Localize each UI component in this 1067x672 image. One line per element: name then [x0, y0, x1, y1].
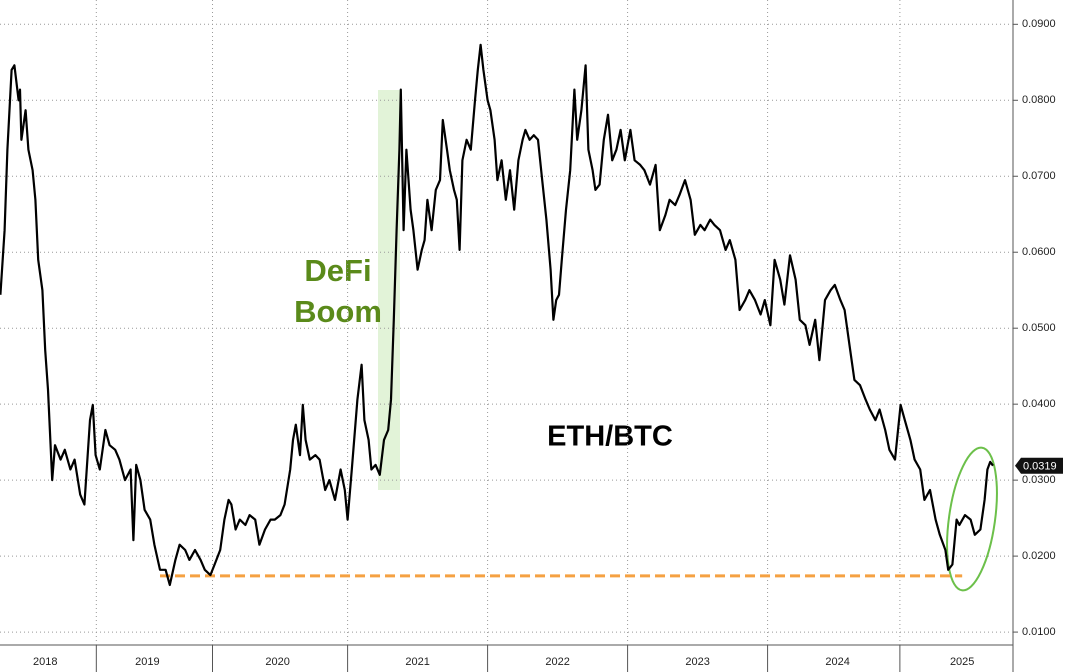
y-tick-label: 0.0900 [1022, 18, 1056, 30]
annotation: Boom [294, 294, 382, 329]
annotation: DeFi [304, 253, 371, 288]
y-tick-label: 0.0200 [1022, 550, 1056, 562]
x-tick-label: 2022 [545, 656, 569, 668]
x-tick-label: 2020 [265, 656, 289, 668]
x-tick-label: 2019 [135, 656, 159, 668]
x-tick-label: 2018 [33, 656, 57, 668]
series-label: ETH/BTC [547, 421, 673, 453]
y-tick-label: 0.0400 [1022, 398, 1056, 410]
x-tick-label: 2025 [950, 656, 974, 668]
highlight-ellipse [946, 446, 998, 592]
last-value-box [1015, 457, 1063, 474]
x-tick-label: 2021 [405, 656, 429, 668]
y-tick-label: 0.0800 [1022, 94, 1056, 106]
defi-highlight [378, 90, 400, 490]
x-tick-label: 2023 [685, 656, 709, 668]
y-tick-label: 0.0700 [1022, 170, 1056, 182]
y-tick-label: 0.0600 [1022, 246, 1056, 258]
series-line [0, 43, 994, 587]
y-tick-label: 0.0300 [1022, 474, 1056, 486]
last-value-label: 0.0319 [1023, 461, 1057, 473]
y-tick-label: 0.0100 [1022, 626, 1056, 638]
x-tick-label: 2024 [825, 656, 849, 668]
y-tick-label: 0.0500 [1022, 322, 1056, 334]
